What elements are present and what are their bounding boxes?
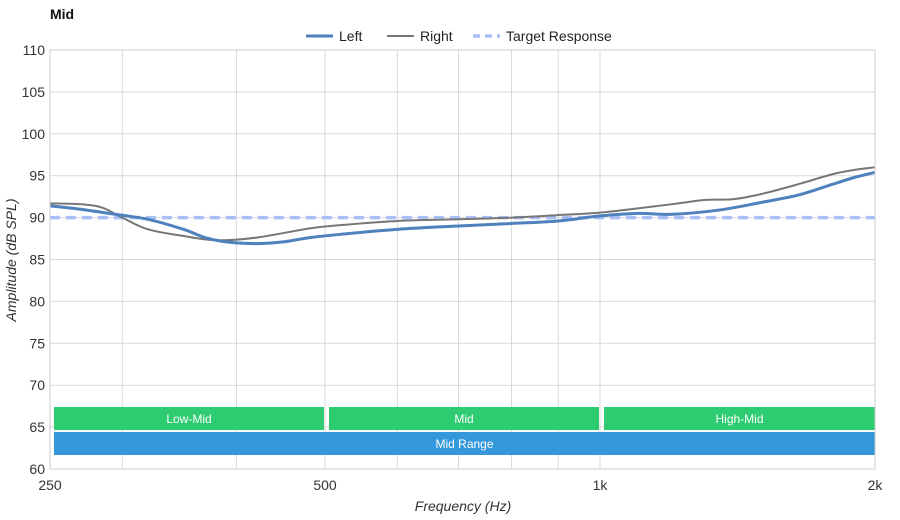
y-tick-label: 95 (29, 168, 45, 184)
series-line-left (49, 170, 876, 246)
band-low-mid (54, 407, 324, 430)
y-tick-label: 85 (29, 252, 45, 268)
x-tick-label: 2k (868, 477, 884, 493)
y-tick-label: 65 (29, 419, 45, 435)
y-tick-label: 70 (29, 377, 45, 393)
y-tick-label: 60 (29, 461, 45, 477)
chart-legend: Left Right Target Response (306, 28, 612, 44)
y-axis-ticks: 60 65 70 75 80 85 90 95 100 105 110 (22, 42, 46, 477)
x-axis-ticks: 250 500 1k 2k (38, 477, 883, 493)
series-line-right (49, 166, 876, 242)
band-label-mid: Mid (454, 412, 473, 426)
y-tick-label: 75 (29, 335, 45, 351)
y-tick-label: 80 (29, 293, 45, 309)
band-label-mid-range: Mid Range (435, 437, 493, 451)
plot-area-frame (49, 49, 876, 470)
frequency-bands: Low-Mid Mid High-Mid Mid Range (54, 407, 875, 455)
y-tick-label: 105 (22, 84, 46, 100)
data-series (49, 166, 876, 246)
y-axis-title: Amplitude (dB SPL) (3, 199, 19, 323)
band-label-high-mid: High-Mid (715, 412, 763, 426)
band-high-mid (604, 407, 875, 430)
legend-label-left: Left (339, 28, 362, 44)
chart-title: Mid (50, 6, 74, 22)
x-tick-label: 500 (313, 477, 337, 493)
y-tick-label: 100 (22, 126, 46, 142)
band-mid-range (54, 432, 875, 455)
x-tick-label: 250 (38, 477, 62, 493)
band-label-low-mid: Low-Mid (166, 412, 211, 426)
x-axis-title: Frequency (Hz) (415, 498, 511, 514)
y-tick-label: 110 (23, 42, 46, 58)
band-mid (329, 407, 599, 430)
y-tick-label: 90 (29, 210, 45, 226)
legend-label-right: Right (420, 28, 453, 44)
legend-label-target-response: Target Response (506, 28, 612, 44)
grid-lines (49, 49, 876, 470)
x-tick-label: 1k (593, 477, 609, 493)
